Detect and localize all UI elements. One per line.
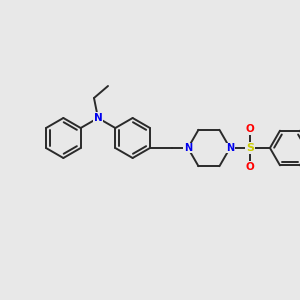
Text: N: N xyxy=(94,113,102,123)
Text: O: O xyxy=(246,162,254,172)
Text: N: N xyxy=(184,143,192,153)
Text: S: S xyxy=(246,143,254,153)
Text: N: N xyxy=(226,143,234,153)
Text: O: O xyxy=(246,124,254,134)
